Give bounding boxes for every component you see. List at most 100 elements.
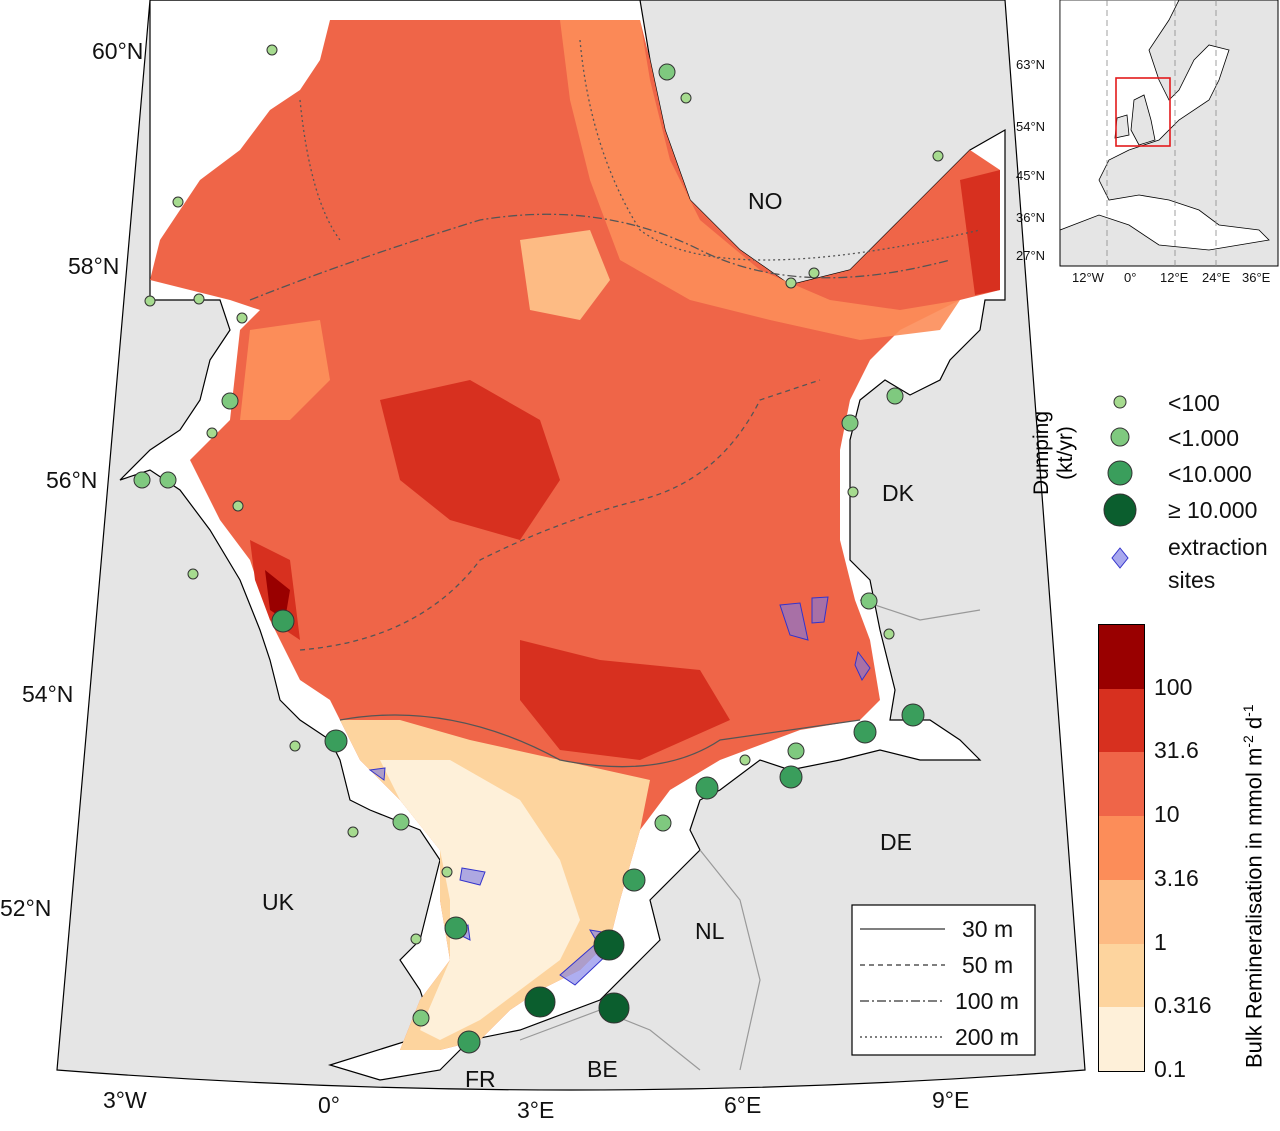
inset-lon-label: 36°E bbox=[1242, 270, 1271, 285]
dumping-site-marker bbox=[289, 740, 301, 752]
dumping-title-line2: (kt/yr) bbox=[1054, 426, 1077, 480]
extraction-site bbox=[854, 650, 871, 682]
dumping-site-marker bbox=[444, 916, 468, 940]
country-label-nl: NL bbox=[695, 918, 725, 944]
dumping-site-marker bbox=[785, 277, 797, 289]
colorbar bbox=[1098, 624, 1145, 1072]
colorbar-bin bbox=[1099, 1007, 1144, 1071]
colorbar-label: Bulk Remineralisation in mmol m-2 d-1 bbox=[1240, 704, 1267, 1068]
dumping-site-marker bbox=[172, 196, 184, 208]
colorbar-bin bbox=[1099, 624, 1144, 689]
dumping-site-marker bbox=[232, 500, 244, 512]
depth-legend-label: 50 m bbox=[962, 952, 1014, 978]
dumping-site-marker bbox=[654, 814, 672, 832]
dark-patch bbox=[380, 380, 560, 540]
dumping-site-marker bbox=[392, 813, 410, 831]
remineralisation-field bbox=[150, 20, 1000, 1050]
depth-contour-50m bbox=[299, 379, 821, 651]
lon-label: 0° bbox=[318, 1092, 340, 1118]
country-label-fr: FR bbox=[465, 1066, 496, 1092]
inset-lat-label: 36°N bbox=[1016, 210, 1046, 225]
inset-map bbox=[1059, 0, 1279, 267]
dumping-site-marker bbox=[324, 729, 348, 753]
dumping-symbol-large bbox=[1107, 460, 1133, 486]
extraction-site bbox=[811, 596, 829, 624]
dumping-site-marker bbox=[457, 1030, 481, 1054]
dumping-legend-label: <10.000 bbox=[1168, 461, 1252, 487]
depth-contour-30m bbox=[339, 714, 861, 768]
country-label-be: BE bbox=[587, 1056, 618, 1082]
dumping-symbol-medium bbox=[1110, 427, 1130, 447]
dumping-site-marker bbox=[221, 392, 239, 410]
dumping-site-marker bbox=[271, 609, 295, 633]
dumping-title-line1: Dumping bbox=[1030, 410, 1053, 496]
lon-label: 9°E bbox=[932, 1087, 970, 1113]
map-frame bbox=[56, 0, 1086, 1091]
dumping-legend-symbols bbox=[1103, 395, 1137, 569]
dumping-site-marker bbox=[847, 486, 859, 498]
colorbar-tick-label: 31.6 bbox=[1154, 737, 1199, 764]
dumping-site-marker bbox=[159, 471, 177, 489]
dumping-site-marker bbox=[680, 92, 692, 104]
dumping-site-marker bbox=[193, 293, 205, 305]
dumping-site-marker bbox=[187, 568, 199, 580]
country-label-dk: DK bbox=[882, 480, 914, 506]
country-label-no: NO bbox=[748, 188, 783, 214]
dumping-site-marker bbox=[853, 720, 877, 744]
dumping-site-marker bbox=[441, 866, 453, 878]
dumping-legend-label: <100 bbox=[1168, 390, 1220, 416]
extraction-site bbox=[779, 602, 809, 641]
inset-region-box bbox=[1115, 77, 1171, 147]
colorbar-label-sup: -2 bbox=[1240, 735, 1256, 748]
extraction-site bbox=[368, 767, 386, 781]
inset-lon-label: 24°E bbox=[1202, 270, 1231, 285]
dumping-site-marker bbox=[932, 150, 944, 162]
dumping-site-marker bbox=[133, 471, 151, 489]
central-light-patch bbox=[240, 320, 330, 420]
colorbar-bin bbox=[1099, 879, 1144, 944]
dumping-symbol-small bbox=[1113, 395, 1127, 409]
dumping-legend-title: Dumping (kt/yr) bbox=[1030, 378, 1078, 528]
dumping-site-marker bbox=[266, 44, 278, 56]
dumping-site-marker bbox=[144, 295, 156, 307]
colorbar-bin bbox=[1099, 752, 1144, 817]
dumping-site-marker bbox=[236, 312, 248, 324]
dumping-site-marker bbox=[695, 776, 719, 800]
extraction-symbol bbox=[1111, 547, 1129, 569]
colorbar-tick-label: 0.1 bbox=[1154, 1056, 1186, 1082]
dumping-site-marker bbox=[347, 826, 359, 838]
lon-label: 6°E bbox=[724, 1092, 762, 1118]
inset-lon-label: 0° bbox=[1124, 270, 1137, 285]
country-border bbox=[519, 599, 981, 1071]
dumping-site-marker bbox=[593, 929, 625, 961]
dumping-site-marker bbox=[206, 427, 218, 439]
dumping-legend-label: ≥ 10.000 bbox=[1168, 497, 1258, 523]
southern-bight-lightest bbox=[380, 760, 580, 1040]
lon-label: 3°E bbox=[517, 1097, 555, 1123]
extraction-site bbox=[459, 867, 486, 886]
inset-lat-label: 27°N bbox=[1016, 248, 1046, 263]
inset-lon-label: 12°E bbox=[1160, 270, 1189, 285]
inset-lat-label: 54°N bbox=[1016, 119, 1046, 134]
dumping-site-marker bbox=[886, 387, 904, 405]
extraction-legend-label: extraction bbox=[1168, 534, 1268, 560]
inset-lon-label: 12°W bbox=[1072, 270, 1104, 285]
dumping-site-marker bbox=[412, 1009, 430, 1027]
colorbar-tick-label: 0.316 bbox=[1154, 992, 1212, 1019]
dumping-site-marker bbox=[779, 765, 803, 789]
depth-contour-200m bbox=[299, 39, 981, 261]
norwegian-trench-band bbox=[560, 20, 960, 340]
colorbar-bin bbox=[1099, 816, 1144, 880]
depth-legend-label: 30 m bbox=[962, 916, 1014, 942]
colorbar-label-text: Bulk Remineralisation in mmol m bbox=[1241, 747, 1267, 1068]
depth-legend-label: 100 m bbox=[955, 988, 1019, 1014]
colorbar-tick-label: 10 bbox=[1154, 801, 1180, 828]
lat-label: 60°N bbox=[92, 38, 144, 64]
colorbar-tick-label: 1 bbox=[1154, 928, 1167, 955]
dumping-site-marker bbox=[622, 868, 646, 892]
colorbar-label-text: d bbox=[1241, 716, 1267, 736]
dumping-legend-label: <1.000 bbox=[1168, 425, 1239, 451]
dark-patch bbox=[520, 640, 730, 760]
dumping-site-marker bbox=[901, 703, 925, 727]
